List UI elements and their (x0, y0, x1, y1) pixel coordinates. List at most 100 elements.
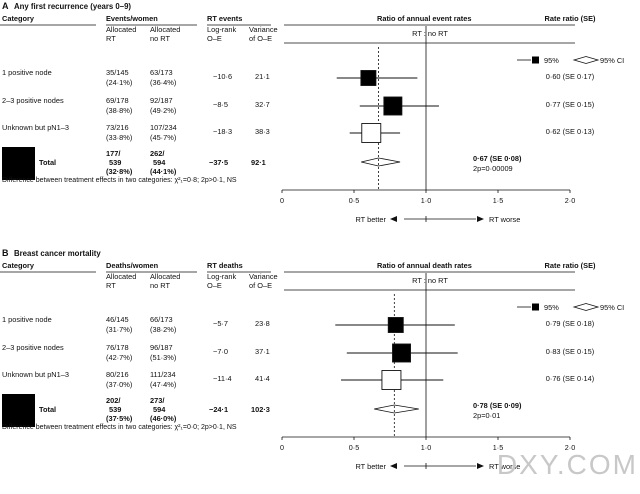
heterogeneity-note: Difference between treatment effects in … (2, 424, 237, 431)
total-oe: −24·1 (209, 405, 228, 414)
row-variance: 21·1 (255, 72, 270, 81)
total-rt-count-1: 202/ (106, 396, 120, 405)
row-label: Unknown but pN1–3 (2, 123, 69, 132)
legend-diamond (572, 56, 600, 64)
row-point-box (381, 370, 402, 390)
x-axis-tick-label: 0·5 (349, 443, 359, 452)
row-nort-percent: (36·4%) (150, 78, 176, 87)
row-nort-percent: (51·3%) (150, 353, 176, 362)
x-axis-tick-label: 1·0 (421, 443, 431, 452)
row-oe: −11·4 (213, 374, 232, 383)
total-oe: −37·5 (209, 158, 228, 167)
row-label: 2–3 positive nodes (2, 343, 64, 352)
col-ratio-header: Ratio of annual event rates (377, 14, 471, 23)
x-axis-tick-label: 1·0 (421, 196, 431, 205)
total-nort-count-1: 273/ (150, 396, 164, 405)
row-label: Unknown but pN1–3 (2, 370, 69, 379)
col-group-a-line2: RT (106, 281, 116, 290)
row-variance: 37·1 (255, 347, 270, 356)
total-nort-count-1: 262/ (150, 149, 164, 158)
col-group-header: Events/women (106, 14, 158, 23)
legend-95ci-label: 95% CI (600, 56, 624, 65)
row-rt-count: 35/145 (106, 68, 129, 77)
total-p-value: 2p=0·01 (473, 411, 500, 420)
col-group-b-line2: no RT (150, 281, 170, 290)
row-nort-count: 63/173 (150, 68, 173, 77)
rt-better-arrowhead (390, 216, 397, 222)
total-rt-count-2: 539 (109, 405, 121, 414)
col-var-line1: Variance (249, 272, 278, 281)
rt-better-label: RT better (355, 462, 386, 471)
total-rt-percent: (32·8%) (106, 167, 133, 176)
row-rt-count: 73/216 (106, 123, 129, 132)
x-axis-tick-label: 0 (280, 443, 284, 452)
total-label: Total (39, 405, 56, 414)
ratio-subheader: RT : no RT (412, 29, 448, 38)
rt-worse-label: RT worse (489, 462, 520, 471)
row-rate-ratio: 0·62 (SE 0·13) (546, 127, 594, 136)
row-variance: 38·3 (255, 127, 270, 136)
total-nort-count-2: 594 (153, 405, 166, 414)
x-axis-tick-label: 2·0 (565, 443, 575, 452)
row-nort-count: 92/187 (150, 96, 173, 105)
col-oe-line2: O–E (207, 34, 222, 43)
col-category-header: Category (2, 14, 35, 23)
rt-worse-arrowhead (477, 463, 484, 469)
total-nort-count-2: 594 (153, 158, 166, 167)
row-nort-count: 111/234 (150, 370, 176, 379)
row-nort-percent: (45·7%) (150, 133, 176, 142)
row-rate-ratio: 0·77 (SE 0·15) (546, 100, 594, 109)
col-group-b-line1: Allocated (150, 272, 180, 281)
row-rt-count: 80/216 (106, 370, 129, 379)
col-var-line2: of O–E (249, 281, 272, 290)
col-group-b-line1: Allocated (150, 25, 180, 34)
row-label: 2–3 positive nodes (2, 96, 64, 105)
row-nort-percent: (49·2%) (150, 106, 176, 115)
row-rt-percent: (42·7%) (106, 353, 132, 362)
total-nort-percent: (44·1%) (150, 167, 177, 176)
col-ratio-header: Ratio of annual death rates (377, 261, 472, 270)
legend-95-label: 95% (544, 56, 559, 65)
legend-diamond (572, 303, 600, 311)
total-rt-count-2: 539 (109, 158, 121, 167)
total-variance: 92·1 (251, 158, 266, 167)
row-rt-percent: (24·1%) (106, 78, 132, 87)
row-oe: −18·3 (213, 127, 232, 136)
col-events-header: RT deaths (207, 261, 243, 270)
col-group-b-line2: no RT (150, 34, 170, 43)
row-nort-count: 96/187 (150, 343, 173, 352)
watermark: DXY.COM (497, 449, 638, 480)
row-point-box (387, 317, 404, 333)
row-rate-ratio: 0·76 (SE 0·14) (546, 374, 594, 383)
rt-better-label: RT better (355, 215, 386, 224)
legend-95ci-label: 95% CI (600, 303, 624, 312)
row-rt-count: 69/178 (106, 96, 129, 105)
row-oe: −10·6 (213, 72, 232, 81)
row-label: 1 positive node (2, 315, 52, 324)
x-axis-tick-label: 0 (280, 196, 284, 205)
total-label: Total (39, 158, 56, 167)
total-block (2, 394, 35, 427)
ratio-subheader: RT : no RT (412, 276, 448, 285)
row-point-box (383, 96, 403, 116)
row-label: 1 positive node (2, 68, 52, 77)
col-group-a-line1: Allocated (106, 272, 136, 281)
col-events-header: RT events (207, 14, 242, 23)
col-oe-line1: Log-rank (207, 272, 236, 281)
row-oe: −5·7 (213, 319, 228, 328)
row-oe: −8·5 (213, 100, 228, 109)
col-rr-header: Rate ratio (SE) (545, 14, 596, 23)
total-diamond (361, 157, 401, 167)
panel-title: Breast cancer mortality (14, 249, 101, 258)
total-p-value: 2p=0·00009 (473, 164, 513, 173)
col-rr-header: Rate ratio (SE) (545, 261, 596, 270)
row-nort-percent: (38·2%) (150, 325, 176, 334)
col-group-header: Deaths/women (106, 261, 159, 270)
row-rt-percent: (31·7%) (106, 325, 132, 334)
panel-letter: A (2, 1, 9, 11)
row-rate-ratio: 0·83 (SE 0·15) (546, 347, 594, 356)
row-nort-count: 66/173 (150, 315, 173, 324)
x-axis-tick-label: 0·5 (349, 196, 359, 205)
x-axis-tick-label: 1·5 (493, 196, 503, 205)
